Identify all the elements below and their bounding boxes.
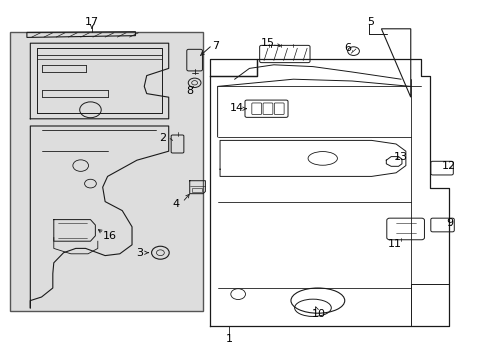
Text: 4: 4 [172,199,179,210]
Text: 12: 12 [441,161,455,171]
Text: 16: 16 [103,231,117,241]
Text: 10: 10 [311,309,325,319]
Text: 11: 11 [387,239,401,249]
Text: 5: 5 [366,17,373,27]
Text: 1: 1 [225,334,232,344]
Text: 15: 15 [261,38,274,48]
Text: 13: 13 [393,152,407,162]
Text: 7: 7 [211,41,218,51]
Bar [191,188,202,192]
Bar [10,32,203,311]
Text: 8: 8 [186,86,193,96]
Text: 2: 2 [159,132,166,143]
Text: 3: 3 [136,248,143,258]
Text: 9: 9 [446,218,452,228]
Text: 17: 17 [85,17,99,27]
Text: 6: 6 [344,43,351,53]
Text: 14: 14 [230,103,244,113]
